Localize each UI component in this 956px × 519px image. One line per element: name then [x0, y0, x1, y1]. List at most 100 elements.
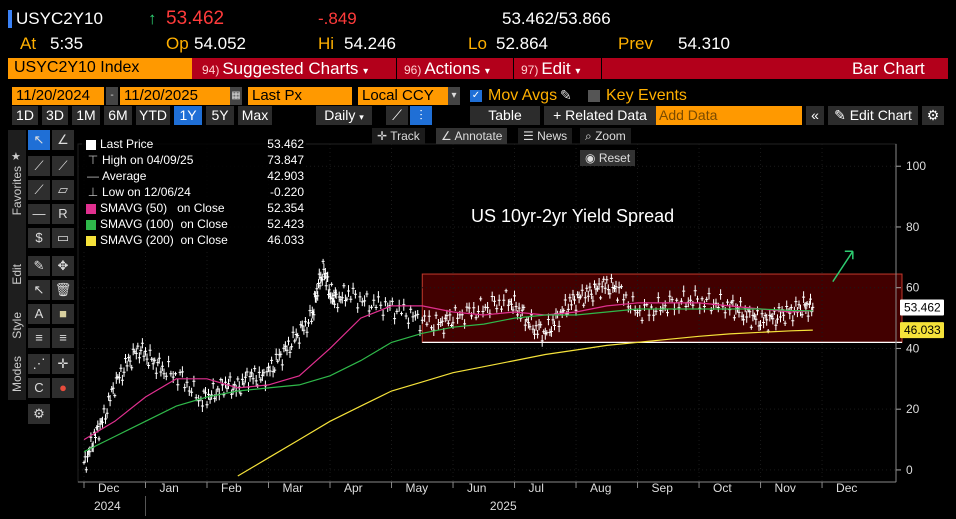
- price-tool-icon[interactable]: $: [28, 228, 50, 248]
- series-sma100: [83, 308, 813, 453]
- track-label: Track: [390, 129, 420, 143]
- trash-icon[interactable]: 🗑: [52, 280, 74, 300]
- x-tick-label: Jan: [160, 481, 179, 495]
- collapse-icon[interactable]: «: [806, 106, 824, 125]
- gear-icon[interactable]: ⚙: [28, 404, 50, 424]
- news-icon: ☰: [523, 129, 534, 143]
- x-tick-label: May: [406, 481, 429, 495]
- period-1m[interactable]: 1M: [72, 106, 100, 125]
- reset-label: Reset: [598, 151, 631, 165]
- weight-style-icon[interactable]: ≡: [52, 328, 74, 348]
- at-label: At: [20, 34, 37, 53]
- mode-crosshair-icon[interactable]: ✛: [52, 354, 74, 374]
- mode-line-icon[interactable]: ⋰: [28, 354, 50, 374]
- high-value: 54.246: [344, 34, 396, 53]
- news-button[interactable]: ☰ News: [518, 128, 573, 144]
- legend-label: Last Price: [100, 137, 154, 151]
- ticker-label: USYC2Y10: [16, 9, 103, 28]
- legend-value: 53.462: [267, 137, 304, 151]
- rect-tool-icon[interactable]: ▭: [52, 228, 74, 248]
- prev-value: 54.310: [678, 34, 730, 53]
- period-ytd[interactable]: YTD: [136, 106, 170, 125]
- hline-tool-icon[interactable]: —: [28, 204, 50, 224]
- bar-type-icon[interactable]: ⫶: [410, 106, 432, 125]
- period-1d[interactable]: 1D: [12, 106, 38, 125]
- currency-select[interactable]: Local CCY: [358, 87, 448, 105]
- reset-button[interactable]: ◉ Reset: [580, 150, 636, 166]
- text-style-icon[interactable]: A: [28, 304, 50, 324]
- period-3d[interactable]: 3D: [42, 106, 68, 125]
- x-tick-label: Dec: [98, 481, 119, 495]
- zoom-button[interactable]: ⌕ Zoom: [580, 128, 631, 144]
- table-button[interactable]: Table: [470, 106, 540, 125]
- x-tick-label: Sep: [652, 481, 674, 495]
- field-select[interactable]: Last Px: [248, 87, 352, 105]
- channel-tool-icon[interactable]: ▱: [52, 180, 74, 200]
- track-button[interactable]: ✛ Track: [372, 128, 425, 144]
- mov-avgs-checkbox[interactable]: ✓: [470, 90, 482, 102]
- ray-tool-icon[interactable]: ⟋: [52, 156, 74, 176]
- end-date-field[interactable]: 11/20/2025: [120, 87, 230, 105]
- crosshair-icon: ✛: [377, 129, 388, 143]
- line-chart-icon[interactable]: ⟋: [386, 106, 408, 125]
- chart-title: US 10yr-2yr Yield Spread: [471, 206, 675, 226]
- related-data-button[interactable]: + Related Data: [544, 106, 656, 125]
- legend-row: SMAVG (50) on Close 52.354: [86, 201, 304, 216]
- calendar-icon[interactable]: ▦: [230, 87, 242, 105]
- cursor-icon[interactable]: ↖: [28, 130, 50, 150]
- caret-down-icon: ▾: [484, 66, 490, 77]
- net-change: -.849: [318, 9, 357, 28]
- period-6m[interactable]: 6M: [104, 106, 132, 125]
- y-tick-label: 0: [906, 463, 913, 477]
- currency-dropdown-icon[interactable]: ▾: [448, 87, 460, 105]
- reset-icon: ◉: [585, 151, 596, 165]
- menu-bar: [8, 58, 948, 79]
- key-events-checkbox[interactable]: [588, 90, 600, 102]
- frequency-select[interactable]: Daily ▾: [316, 106, 372, 125]
- year-label-2024: 2024: [94, 499, 121, 513]
- period-5y[interactable]: 5Y: [206, 106, 234, 125]
- legend-row: SMAVG (200) on Close 46.033: [86, 233, 304, 248]
- annotate-tool-icon[interactable]: ∠: [52, 130, 74, 150]
- legend-label: SMAVG (100) on Close: [100, 217, 228, 231]
- security-field[interactable]: USYC2Y10 Index: [8, 58, 192, 79]
- move-icon[interactable]: ✥: [52, 256, 74, 276]
- mode-c-icon[interactable]: C: [28, 378, 50, 398]
- edit-chart-button[interactable]: ✎ Edit Chart: [828, 106, 918, 125]
- x-tick-label: Jun: [467, 481, 486, 495]
- legend-swatch: [86, 203, 96, 214]
- gear-icon[interactable]: ⚙: [922, 106, 944, 125]
- edit-menu[interactable]: 97) Edit ▾: [515, 58, 586, 79]
- left-tab-strip: [8, 130, 26, 400]
- period-1y[interactable]: 1Y: [174, 106, 202, 125]
- annotate-icon: ∠: [441, 129, 452, 143]
- bar-chart-label: Bar Chart: [852, 59, 925, 78]
- color-mode-icon[interactable]: ●: [52, 378, 74, 398]
- bid-ask: 53.462/53.866: [502, 9, 611, 28]
- trend-tool-icon[interactable]: ⟋: [28, 180, 50, 200]
- annotate-label: Annotate: [454, 129, 503, 143]
- line-tool-icon[interactable]: ⟋: [28, 156, 50, 176]
- suggested-charts-menu[interactable]: 94) Suggested Charts ▾: [196, 58, 374, 79]
- actions-menu[interactable]: 96) Actions ▾: [398, 58, 496, 79]
- draw-tool-icon[interactable]: ✎: [28, 256, 50, 276]
- legend-value: 42.903: [267, 169, 304, 183]
- fill-style-icon[interactable]: ■: [52, 304, 74, 324]
- menu-divider: [601, 58, 602, 79]
- period-max[interactable]: Max: [238, 106, 272, 125]
- pencil-icon: ✎: [834, 107, 846, 123]
- add-data-input[interactable]: Add Data: [656, 106, 802, 125]
- open-value: 54.052: [194, 34, 246, 53]
- y-tick-label: 60: [906, 281, 920, 295]
- pointer-icon[interactable]: ↖: [28, 280, 50, 300]
- legend-row: Last Price 53.462: [86, 137, 304, 152]
- annotate-button[interactable]: ∠ Annotate: [436, 128, 508, 144]
- text-tool-icon[interactable]: R: [52, 204, 74, 224]
- pencil-icon[interactable]: ✎: [560, 87, 572, 103]
- menu-divider: [513, 58, 514, 79]
- start-date-field[interactable]: 11/20/2024: [12, 87, 104, 105]
- ticker-accent-bar: [8, 10, 12, 28]
- line-style-icon[interactable]: ≡: [28, 328, 50, 348]
- last-value: 53.462: [166, 8, 225, 29]
